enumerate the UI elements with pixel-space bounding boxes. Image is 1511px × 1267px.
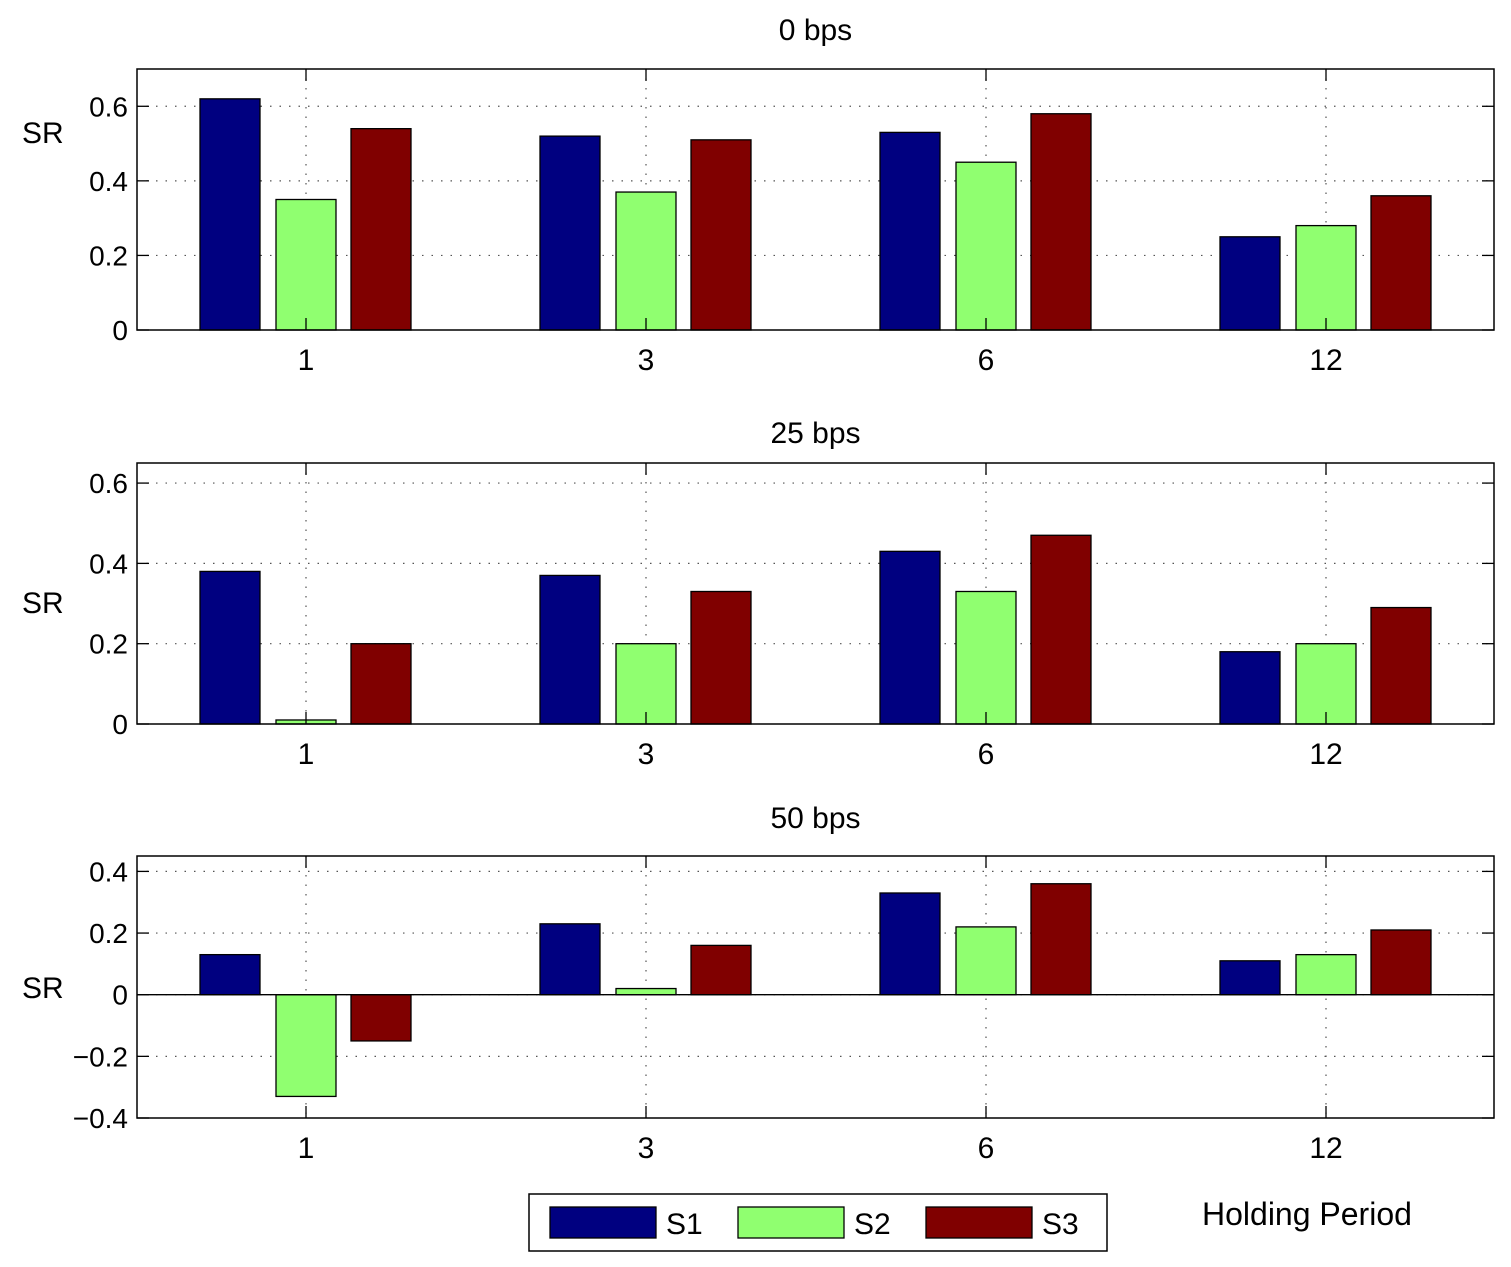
bar-s1-1 xyxy=(199,953,261,996)
y-axis-label: SR xyxy=(22,972,64,1005)
y-tick-label: −0.2 xyxy=(73,1041,128,1072)
bar-s1-3 xyxy=(539,923,601,996)
y-axis-label: SR xyxy=(22,587,64,620)
bar-s3-6 xyxy=(1030,883,1092,996)
bar-s2-6 xyxy=(955,161,1017,331)
x-tick-label: 12 xyxy=(1309,738,1342,771)
bar-s3-1 xyxy=(350,643,412,725)
bar-s1-3 xyxy=(539,135,601,331)
legend: S1 S2 S3 xyxy=(528,1193,1108,1252)
bar-s2-12 xyxy=(1295,953,1357,996)
x-tick-label: 1 xyxy=(298,1132,315,1165)
bar-s2-1 xyxy=(275,994,337,1098)
bar-s2-12 xyxy=(1295,224,1357,331)
bar-s3-12 xyxy=(1370,929,1432,996)
bar-s3-1 xyxy=(350,128,412,331)
y-tick-label: 0.2 xyxy=(89,629,128,660)
bar-s3-3 xyxy=(690,944,752,996)
y-tick-label: 0.4 xyxy=(89,548,128,579)
chart-title: 25 bps xyxy=(770,417,860,450)
legend-label-s1: S1 xyxy=(666,1208,703,1241)
x-tick-label: 6 xyxy=(978,1132,995,1165)
y-tick-label: 0.2 xyxy=(89,240,128,271)
chart-title: 0 bps xyxy=(779,14,852,47)
bar-s1-12 xyxy=(1219,236,1281,331)
bar-s2-1 xyxy=(275,198,337,331)
bar-s2-3 xyxy=(615,987,677,996)
bar-s3-12 xyxy=(1370,195,1432,331)
y-tick-label: −0.4 xyxy=(73,1103,128,1134)
x-tick-label: 3 xyxy=(638,344,655,377)
y-tick-label: 0 xyxy=(112,980,128,1011)
bar-s2-3 xyxy=(615,191,677,331)
x-axis-label: Holding Period xyxy=(1202,1196,1412,1232)
y-tick-label: 0.4 xyxy=(89,166,128,197)
axes-box xyxy=(136,68,1495,331)
x-tick-label: 12 xyxy=(1309,1132,1342,1165)
legend-swatch-s2 xyxy=(737,1206,845,1239)
y-tick-label: 0.6 xyxy=(89,91,128,122)
y-tick-label: 0 xyxy=(112,315,128,346)
x-tick-label: 3 xyxy=(638,738,655,771)
x-tick-label: 6 xyxy=(978,344,995,377)
axes-box xyxy=(136,855,1495,1119)
x-tick-label: 12 xyxy=(1309,344,1342,377)
chart-title: 50 bps xyxy=(770,802,860,835)
x-tick-label: 6 xyxy=(978,738,995,771)
legend-label-s3: S3 xyxy=(1042,1208,1079,1241)
bar-s3-12 xyxy=(1370,606,1432,725)
legend-swatch-s3 xyxy=(925,1206,1033,1239)
y-tick-label: 0.6 xyxy=(89,468,128,499)
bar-s3-1 xyxy=(350,994,412,1042)
x-tick-label: 1 xyxy=(298,738,315,771)
axes-box xyxy=(136,462,1495,725)
chart-panel-1: 0 bps SR 0 0.2 0.4 0.6 1 3 6 12 xyxy=(22,14,1495,377)
bar-s2-6 xyxy=(955,590,1017,725)
legend-label-s2: S2 xyxy=(854,1208,891,1241)
y-tick-label: 0 xyxy=(112,709,128,740)
x-tick-label: 3 xyxy=(638,1132,655,1165)
chart-panel-3: 50 bps SR −0.4 −0.2 0 0.2 0.4 1 3 6 12 xyxy=(22,802,1495,1165)
bar-s2-12 xyxy=(1295,643,1357,725)
bar-s3-3 xyxy=(690,590,752,725)
bar-s1-6 xyxy=(879,892,941,996)
bar-s1-3 xyxy=(539,574,601,725)
bar-s1-6 xyxy=(879,131,941,331)
y-axis-label: SR xyxy=(22,117,64,150)
bar-s1-12 xyxy=(1219,651,1281,725)
bar-s3-3 xyxy=(690,139,752,331)
chart-panel-2: 25 bps SR 0 0.2 0.4 0.6 1 3 6 12 xyxy=(22,417,1495,771)
x-tick-label: 1 xyxy=(298,344,315,377)
bar-s1-12 xyxy=(1219,960,1281,996)
y-tick-label: 0.4 xyxy=(89,856,128,887)
bar-s3-6 xyxy=(1030,534,1092,725)
bar-s1-6 xyxy=(879,550,941,725)
y-tick-label: 0.2 xyxy=(89,918,128,949)
bar-s1-1 xyxy=(199,570,261,725)
bar-s2-6 xyxy=(955,926,1017,996)
bar-s3-6 xyxy=(1030,113,1092,331)
legend-swatch-s1 xyxy=(549,1206,657,1239)
bar-s1-1 xyxy=(199,98,261,331)
bar-s2-3 xyxy=(615,643,677,725)
